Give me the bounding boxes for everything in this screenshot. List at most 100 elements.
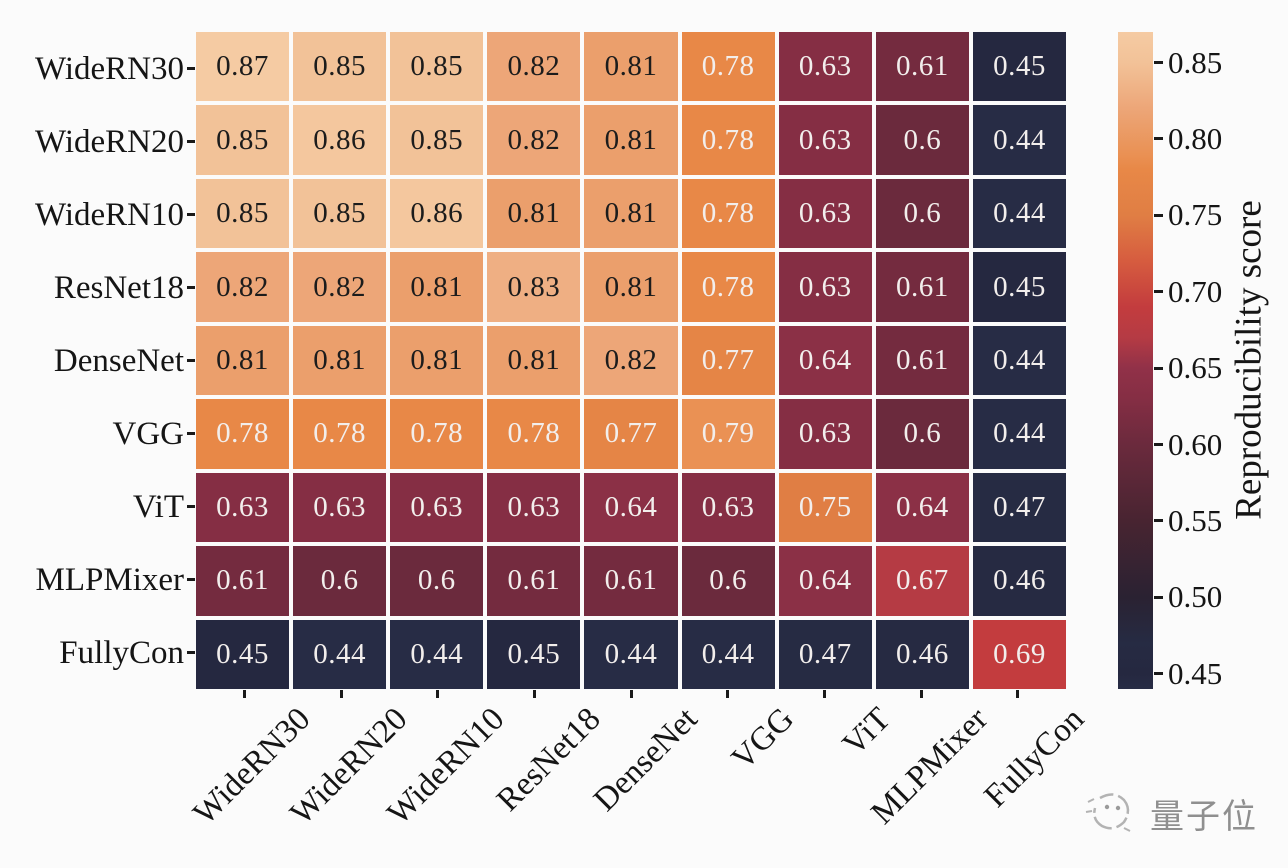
heatmap-cell: 0.81: [584, 32, 678, 102]
cell-value: 0.47: [798, 637, 852, 670]
cell-value: 0.46: [895, 637, 949, 670]
heatmap-cell: 0.45: [972, 252, 1066, 322]
x-axis-tick: [822, 690, 826, 698]
heatmap-cell: 0.78: [681, 178, 775, 249]
heatmap-cell: 0.47: [778, 619, 872, 689]
heatmap-cell: 0.86: [390, 178, 484, 249]
cell-value: 0.6: [903, 123, 942, 156]
cell-value: 0.69: [993, 637, 1046, 670]
y-axis-tick: [187, 505, 195, 508]
cell-value: 0.78: [701, 270, 755, 303]
heatmap-cell: 0.64: [875, 472, 969, 543]
watermark-logo-icon: [1085, 793, 1131, 832]
cell-value: 0.63: [798, 197, 852, 230]
cell-value: 0.6: [903, 417, 942, 450]
x-axis-label: VGG: [725, 701, 802, 778]
heatmap-cell: 0.86: [293, 105, 387, 175]
heatmap-cell: 0.82: [487, 105, 581, 175]
cell-value: 0.61: [604, 564, 658, 597]
colorbar-tick: [1154, 213, 1163, 217]
cell-value: 0.85: [216, 123, 269, 156]
heatmap-cell: 0.61: [875, 325, 969, 396]
heatmap-cell: 0.81: [487, 178, 581, 249]
colorbar-tick-label: 0.85: [1168, 44, 1223, 80]
heatmap-cell: 0.85: [196, 105, 290, 175]
cell-value: 0.63: [798, 417, 852, 450]
cell-value: 0.45: [216, 637, 269, 670]
cell-value: 0.78: [313, 417, 367, 450]
heatmap-cell: 0.81: [293, 325, 387, 396]
heatmap-cell: 0.69: [972, 619, 1066, 689]
heatmap-cell: 0.61: [487, 546, 581, 616]
x-axis-tick: [1016, 690, 1020, 698]
heatmap-cell: 0.78: [681, 105, 775, 175]
heatmap-cell: 0.85: [293, 32, 387, 102]
colorbar-tick: [1154, 61, 1163, 65]
y-axis-label: WideRN20: [35, 123, 184, 160]
y-axis-tick: [187, 578, 195, 581]
cell-value: 0.82: [216, 270, 269, 303]
y-axis-label: ViT: [132, 488, 184, 525]
heatmap-cell: 0.44: [972, 399, 1066, 469]
heatmap-cell: 0.61: [584, 546, 678, 616]
cell-value: 0.44: [701, 637, 755, 670]
heatmap-cell: 0.67: [875, 546, 969, 616]
heatmap-cell: 0.6: [681, 546, 775, 616]
colorbar-tick: [1154, 443, 1163, 447]
cell-value: 0.63: [313, 490, 367, 523]
heatmap-cell: 0.81: [390, 252, 484, 322]
cell-value: 0.83: [507, 270, 561, 303]
heatmap-cell: 0.6: [293, 546, 387, 616]
heatmap-cell: 0.82: [487, 32, 581, 102]
cell-value: 0.44: [604, 637, 658, 670]
y-axis-tick: [187, 432, 195, 435]
cell-value: 0.87: [216, 50, 269, 83]
cell-value: 0.44: [993, 417, 1046, 450]
cell-value: 0.6: [709, 564, 747, 597]
heatmap-cell: 0.75: [778, 472, 872, 543]
colorbar-tick: [1154, 290, 1163, 294]
y-axis-label: DenseNet: [53, 342, 184, 379]
heatmap-cell: 0.81: [584, 105, 678, 175]
heatmap-cell: 0.63: [293, 472, 387, 543]
colorbar-tick-label: 0.45: [1168, 655, 1223, 691]
cell-value: 0.63: [507, 490, 561, 523]
cell-value: 0.78: [701, 50, 755, 83]
colorbar-tick: [1154, 595, 1163, 599]
heatmap-cell: 0.44: [972, 178, 1066, 249]
colorbar-axis-label: Reproducibility score: [1228, 200, 1270, 520]
cell-value: 0.81: [604, 50, 658, 83]
colorbar-tick-label: 0.55: [1168, 502, 1223, 538]
heatmap-cell: 0.85: [196, 178, 290, 249]
colorbar-tick: [1154, 672, 1163, 676]
x-axis-label: DenseNet: [586, 701, 705, 819]
cell-value: 0.64: [798, 564, 852, 597]
x-axis-tick: [339, 690, 343, 698]
colorbar-tick-label: 0.75: [1168, 197, 1223, 233]
x-axis-label: ViT: [836, 701, 898, 763]
y-axis-label: ResNet18: [53, 269, 184, 306]
cell-value: 0.86: [313, 123, 367, 156]
heatmap-cell: 0.64: [778, 546, 872, 616]
cell-value: 0.63: [798, 50, 852, 83]
colorbar-tick-label: 0.50: [1168, 579, 1223, 615]
heatmap-cell: 0.46: [875, 619, 969, 689]
colorbar-tick: [1154, 519, 1163, 523]
cell-value: 0.47: [993, 490, 1046, 523]
cell-value: 0.85: [410, 50, 464, 83]
heatmap-cell: 0.45: [487, 619, 581, 689]
watermark-text: 量子位: [1150, 796, 1258, 837]
heatmap-cell: 0.78: [681, 32, 775, 102]
cell-value: 0.64: [895, 490, 949, 523]
heatmap-cell: 0.6: [875, 399, 969, 469]
x-axis-tick: [532, 690, 536, 698]
heatmap-cell: 0.64: [778, 325, 872, 396]
cell-value: 0.44: [313, 637, 367, 670]
heatmap-cell: 0.63: [778, 32, 872, 102]
cell-value: 0.81: [507, 343, 561, 376]
heatmap-cell: 0.81: [487, 325, 581, 396]
y-axis-tick: [187, 359, 195, 362]
cell-value: 0.61: [216, 564, 269, 597]
cell-value: 0.63: [701, 490, 755, 523]
y-axis-label: WideRN30: [35, 50, 184, 87]
